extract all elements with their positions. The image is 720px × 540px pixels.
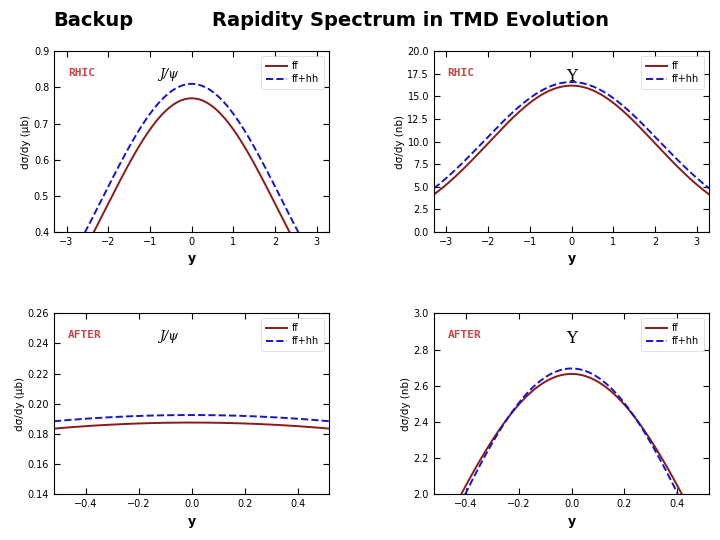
Text: J/ψ: J/ψ [158, 68, 178, 80]
Y-axis label: dσ/dy (nb): dσ/dy (nb) [395, 114, 405, 168]
X-axis label: y: y [567, 515, 575, 528]
Y-axis label: dσ/dy (μb): dσ/dy (μb) [21, 114, 31, 168]
Text: AFTER: AFTER [448, 329, 482, 340]
Y-axis label: dσ/dy (nb): dσ/dy (nb) [401, 377, 411, 431]
Legend: ff, ff+hh: ff, ff+hh [261, 318, 325, 351]
Text: Backup: Backup [53, 11, 134, 30]
Text: AFTER: AFTER [68, 329, 102, 340]
Y-axis label: dσ/dy (μb): dσ/dy (μb) [14, 377, 24, 431]
Text: J/ψ: J/ψ [158, 329, 178, 343]
Text: Υ: Υ [566, 329, 577, 347]
X-axis label: y: y [188, 253, 196, 266]
Text: Rapidity Spectrum in TMD Evolution: Rapidity Spectrum in TMD Evolution [212, 11, 609, 30]
Legend: ff, ff+hh: ff, ff+hh [641, 318, 704, 351]
X-axis label: y: y [567, 253, 575, 266]
Text: RHIC: RHIC [68, 68, 95, 78]
Legend: ff, ff+hh: ff, ff+hh [641, 56, 704, 89]
Text: Υ: Υ [566, 68, 577, 85]
Text: RHIC: RHIC [448, 68, 474, 78]
X-axis label: y: y [188, 515, 196, 528]
Legend: ff, ff+hh: ff, ff+hh [261, 56, 325, 89]
